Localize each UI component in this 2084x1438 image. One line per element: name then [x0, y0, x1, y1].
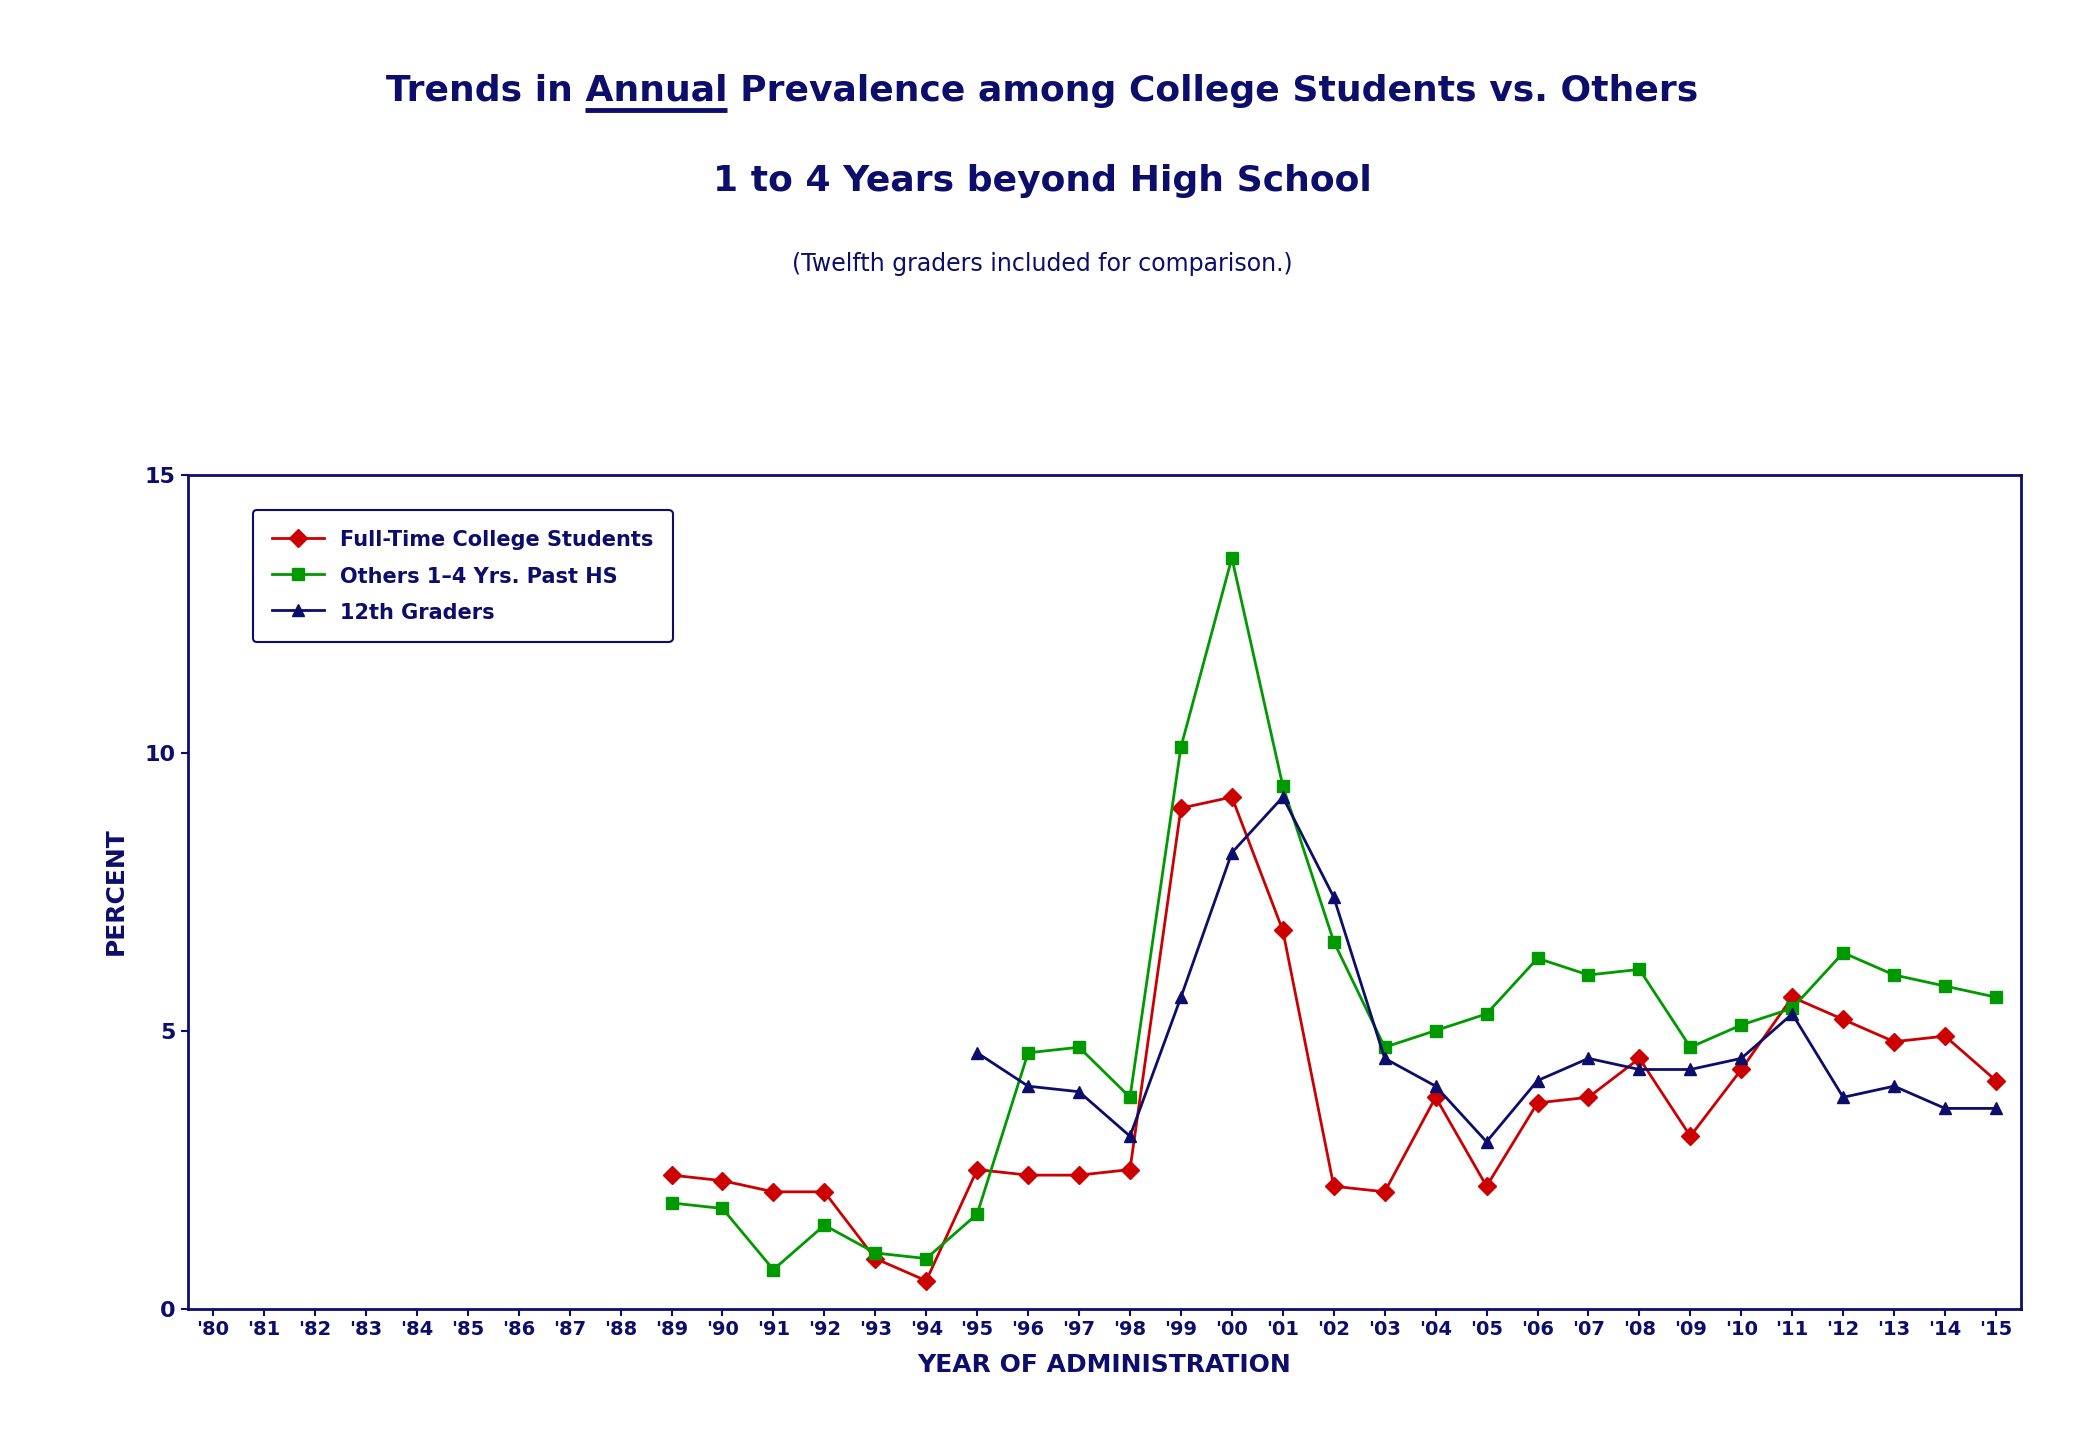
12th Graders — [1984, 1100, 2009, 1117]
Full-Time College Students — [813, 1183, 838, 1201]
12th Graders — [1576, 1050, 1601, 1067]
12th Graders — [1932, 1100, 1957, 1117]
Others 1–4 Yrs. Past HS — [761, 1261, 786, 1278]
Full-Time College Students — [1219, 788, 1244, 805]
Full-Time College Students — [1628, 1050, 1653, 1067]
Full-Time College Students — [1525, 1094, 1550, 1112]
Others 1–4 Yrs. Past HS — [1371, 1038, 1396, 1055]
Full-Time College Students — [1882, 1032, 1907, 1050]
Line: Others 1–4 Yrs. Past HS: Others 1–4 Yrs. Past HS — [665, 552, 2003, 1276]
12th Graders — [965, 1044, 990, 1061]
Full-Time College Students — [1371, 1183, 1396, 1201]
Others 1–4 Yrs. Past HS — [1423, 1022, 1448, 1040]
Others 1–4 Yrs. Past HS — [863, 1244, 888, 1261]
Others 1–4 Yrs. Past HS — [1932, 978, 1957, 995]
Others 1–4 Yrs. Past HS — [1628, 961, 1653, 978]
Full-Time College Students — [863, 1250, 888, 1267]
Full-Time College Students — [1117, 1160, 1142, 1178]
12th Graders — [1473, 1133, 1498, 1150]
Others 1–4 Yrs. Past HS — [659, 1195, 684, 1212]
12th Graders — [1678, 1061, 1703, 1078]
12th Graders — [1628, 1061, 1653, 1078]
Others 1–4 Yrs. Past HS — [1576, 966, 1601, 984]
12th Graders — [1219, 844, 1244, 861]
12th Graders — [1730, 1050, 1755, 1067]
Text: 1 to 4 Years beyond High School: 1 to 4 Years beyond High School — [713, 164, 1371, 198]
12th Graders — [1271, 788, 1296, 805]
X-axis label: YEAR OF ADMINISTRATION: YEAR OF ADMINISTRATION — [917, 1353, 1292, 1378]
Full-Time College Students — [1169, 800, 1194, 817]
Full-Time College Students — [1830, 1011, 1855, 1028]
Legend: Full-Time College Students, Others 1–4 Yrs. Past HS, 12th Graders: Full-Time College Students, Others 1–4 Y… — [252, 510, 673, 641]
Full-Time College Students — [1271, 922, 1296, 939]
Others 1–4 Yrs. Past HS — [1271, 778, 1296, 795]
Full-Time College Students — [1730, 1061, 1755, 1078]
Full-Time College Students — [965, 1160, 990, 1178]
Others 1–4 Yrs. Past HS — [813, 1217, 838, 1234]
Full-Time College Students — [711, 1172, 736, 1189]
Full-Time College Students — [1576, 1089, 1601, 1106]
Others 1–4 Yrs. Past HS — [711, 1199, 736, 1217]
Full-Time College Students — [659, 1166, 684, 1183]
Others 1–4 Yrs. Past HS — [1830, 945, 1855, 962]
Others 1–4 Yrs. Past HS — [1730, 1017, 1755, 1034]
Others 1–4 Yrs. Past HS — [1117, 1089, 1142, 1106]
12th Graders — [1371, 1050, 1396, 1067]
Others 1–4 Yrs. Past HS — [1525, 949, 1550, 966]
Full-Time College Students — [1015, 1166, 1040, 1183]
Others 1–4 Yrs. Past HS — [1882, 966, 1907, 984]
Text: Trends in: Trends in — [942, 73, 1142, 108]
Full-Time College Students — [1678, 1127, 1703, 1145]
Full-Time College Students — [1780, 988, 1805, 1005]
Text: (Twelfth graders included for comparison.): (Twelfth graders included for comparison… — [792, 252, 1292, 276]
Others 1–4 Yrs. Past HS — [1015, 1044, 1040, 1061]
Others 1–4 Yrs. Past HS — [1219, 549, 1244, 567]
Line: 12th Graders: 12th Graders — [971, 791, 2003, 1148]
12th Graders — [1830, 1089, 1855, 1106]
Y-axis label: PERCENT: PERCENT — [104, 828, 127, 955]
Others 1–4 Yrs. Past HS — [1780, 999, 1805, 1017]
Full-Time College Students — [1473, 1178, 1498, 1195]
Full-Time College Students — [1321, 1178, 1346, 1195]
12th Graders — [1525, 1071, 1550, 1089]
Others 1–4 Yrs. Past HS — [1321, 933, 1346, 951]
Line: Full-Time College Students: Full-Time College Students — [665, 791, 2003, 1287]
Others 1–4 Yrs. Past HS — [1067, 1038, 1092, 1055]
12th Graders — [1117, 1127, 1142, 1145]
Full-Time College Students — [1423, 1089, 1448, 1106]
12th Graders — [1067, 1083, 1092, 1100]
12th Graders — [1882, 1077, 1907, 1094]
Others 1–4 Yrs. Past HS — [965, 1205, 990, 1222]
Others 1–4 Yrs. Past HS — [1984, 988, 2009, 1005]
12th Graders — [1169, 988, 1194, 1005]
12th Graders — [1423, 1077, 1448, 1094]
Full-Time College Students — [761, 1183, 786, 1201]
12th Graders — [1015, 1077, 1040, 1094]
12th Graders — [1780, 1005, 1805, 1022]
Full-Time College Students — [1067, 1166, 1092, 1183]
Others 1–4 Yrs. Past HS — [1169, 738, 1194, 755]
Others 1–4 Yrs. Past HS — [913, 1250, 938, 1267]
Text: Trends in Annual Prevalence among College Students vs. Others: Trends in Annual Prevalence among Colleg… — [386, 73, 1698, 108]
Others 1–4 Yrs. Past HS — [1473, 1005, 1498, 1022]
12th Graders — [1321, 889, 1346, 906]
Full-Time College Students — [1984, 1071, 2009, 1089]
Full-Time College Students — [913, 1273, 938, 1290]
Others 1–4 Yrs. Past HS — [1678, 1038, 1703, 1055]
Full-Time College Students — [1932, 1028, 1957, 1045]
